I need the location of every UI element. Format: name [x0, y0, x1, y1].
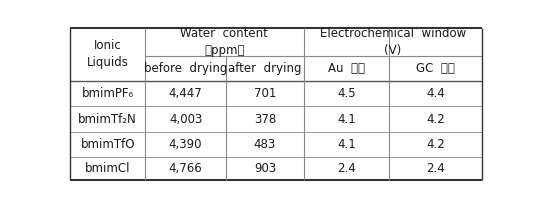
Text: before  drying: before drying [144, 62, 227, 75]
Text: 701: 701 [254, 87, 276, 100]
Text: 2.4: 2.4 [426, 162, 445, 175]
Text: Water  content
（ppm）: Water content （ppm） [181, 27, 268, 57]
Text: 4.5: 4.5 [337, 87, 356, 100]
Text: 903: 903 [254, 162, 276, 175]
Text: 4,447: 4,447 [169, 87, 203, 100]
Text: 4.1: 4.1 [337, 138, 356, 151]
Text: GC  전극: GC 전극 [416, 62, 455, 75]
Text: Au  전극: Au 전극 [328, 62, 365, 75]
Text: bmimTfO: bmimTfO [80, 138, 135, 151]
Text: 4,003: 4,003 [169, 112, 202, 125]
Text: 483: 483 [254, 138, 276, 151]
Text: Electrochemical  window
(V): Electrochemical window (V) [320, 27, 466, 57]
Text: Ionic
Liquids: Ionic Liquids [87, 39, 129, 69]
Text: after  drying: after drying [228, 62, 302, 75]
Text: 4.4: 4.4 [426, 87, 445, 100]
Text: 4,390: 4,390 [169, 138, 202, 151]
Text: 4.1: 4.1 [337, 112, 356, 125]
Text: 2.4: 2.4 [337, 162, 356, 175]
Text: 4.2: 4.2 [426, 138, 445, 151]
Text: bmimCl: bmimCl [85, 162, 130, 175]
Text: 378: 378 [254, 112, 276, 125]
Text: 4,766: 4,766 [169, 162, 203, 175]
Text: bmimPF₆: bmimPF₆ [81, 87, 134, 100]
Text: bmimTf₂N: bmimTf₂N [78, 112, 137, 125]
Text: 4.2: 4.2 [426, 112, 445, 125]
